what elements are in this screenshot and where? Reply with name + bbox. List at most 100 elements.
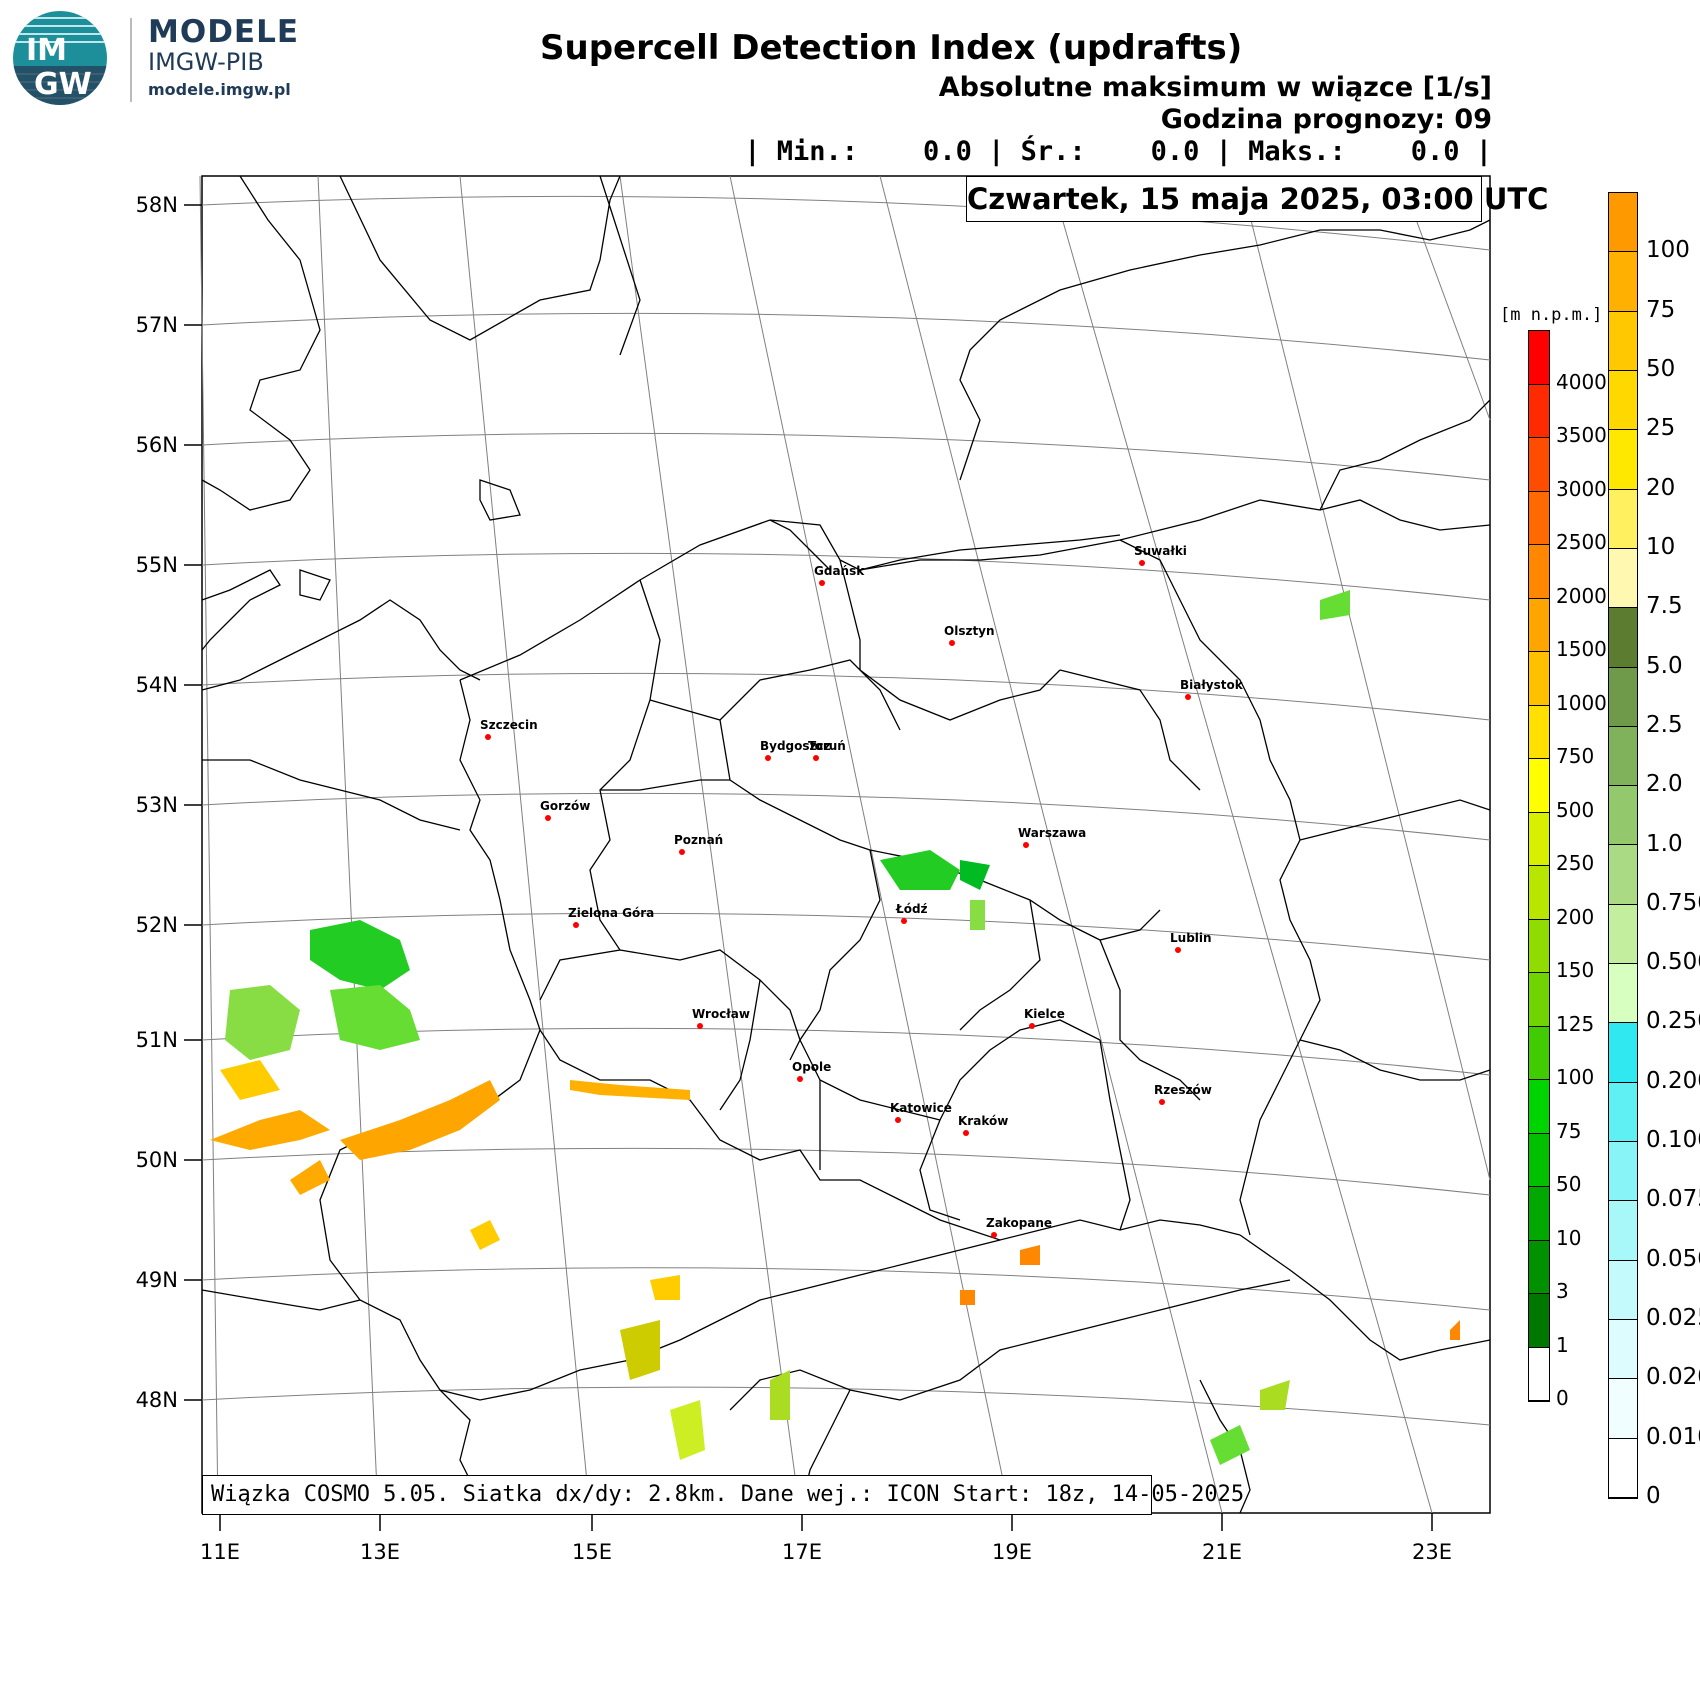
colorbar-swatch	[1609, 667, 1637, 727]
city-markers: Gdańsk Suwałki Olsztyn Białystok Szczecin Byd…	[480, 544, 1244, 1238]
colorbar-label: 125	[1556, 1011, 1595, 1036]
lon-label: 17E	[782, 1540, 822, 1564]
city-dot	[819, 580, 825, 586]
colorbar-label: 0.010	[1646, 1423, 1700, 1450]
colorbar-label: 750	[1556, 744, 1595, 768]
colorbar-swatch	[1609, 430, 1637, 490]
colorbar-swatch	[1609, 1319, 1637, 1380]
city-dot	[1023, 842, 1029, 848]
colorbar-swatch	[1529, 866, 1549, 920]
city-dot	[797, 1076, 803, 1082]
colorbar-swatch	[1609, 548, 1637, 609]
date-box: Czwartek, 15 maja 2025, 03:00 UTC	[966, 176, 1548, 222]
colorbar-label: 0.100	[1646, 1127, 1700, 1154]
colorbar-label: 50	[1646, 355, 1676, 382]
colorbar-label: 0	[1646, 1483, 1661, 1509]
city-label: Kielce	[1024, 1007, 1065, 1021]
lon-label: 23E	[1412, 1540, 1452, 1564]
colorbar-swatch	[1529, 545, 1549, 599]
city-label: Gdańsk	[814, 564, 865, 578]
colorbar-swatch	[1609, 252, 1637, 312]
city-label: Toruń	[808, 739, 846, 753]
colorbar-label: 0.025	[1646, 1305, 1700, 1332]
city-label: Wrocław	[692, 1007, 750, 1021]
colorbar-label: 75	[1646, 296, 1676, 323]
logo-line1: MODELE	[148, 14, 300, 50]
colorbar-label: 2000	[1556, 583, 1607, 608]
model-info-footer: Wiązka COSMO 5.05. Siatka dx/dy: 2.8km. …	[202, 1475, 1244, 1515]
logo-mark-top: IM	[26, 33, 67, 68]
colorbar-label: 10	[1646, 533, 1676, 560]
colorbar-swatch	[1609, 786, 1637, 846]
city-dot	[991, 1232, 997, 1238]
colorbar-label: 2500	[1556, 530, 1607, 554]
colorbar-label: 75	[1556, 1118, 1582, 1143]
city-dot	[573, 922, 579, 928]
city-label: Białystok	[1180, 678, 1244, 692]
city-label: Olsztyn	[944, 624, 995, 638]
colorbar-label: 1	[1556, 1332, 1569, 1357]
colorbar-label: 0.020	[1646, 1364, 1700, 1391]
colorbar-swatch	[1609, 1142, 1637, 1202]
colorbar-label: 100	[1556, 1065, 1595, 1089]
lat-label: 48N	[135, 1388, 178, 1412]
city-dot	[1159, 1099, 1165, 1105]
colorbar-swatch	[1529, 598, 1549, 652]
colorbar-swatch	[1529, 973, 1549, 1027]
colorbar-swatch	[1609, 1438, 1637, 1498]
lat-label: 57N	[135, 313, 178, 337]
colorbar-label: 0.050	[1646, 1245, 1700, 1272]
colorbar-label: 200	[1556, 904, 1595, 929]
city-dot	[895, 1117, 901, 1123]
colorbar-swatch	[1529, 1240, 1549, 1294]
city-label: Zakopane	[986, 1216, 1052, 1230]
city-label: Łódź	[895, 902, 928, 916]
colorbar-swatch	[1529, 652, 1549, 706]
city-dot	[1175, 947, 1181, 953]
colorbar-swatch	[1529, 1026, 1549, 1080]
logo-mark: IM GW	[13, 11, 107, 105]
lon-label: 11E	[200, 1540, 240, 1564]
city-dot	[1139, 560, 1145, 566]
colorbar-label: 20	[1646, 474, 1676, 501]
colorbar-swatch	[1609, 1379, 1637, 1439]
city-label: Gorzów	[540, 799, 590, 813]
graticule	[199, 175, 1491, 1514]
city-label: Zielona Góra	[568, 906, 654, 920]
colorbar-swatch	[1609, 1082, 1637, 1142]
map-title: Supercell Detection Index (updrafts)	[540, 28, 1243, 68]
colorbar-swatch	[1529, 919, 1549, 973]
city-dot	[697, 1023, 703, 1029]
terrain-colorbar	[1528, 330, 1550, 1402]
city-dot	[765, 755, 771, 761]
imgw-logo: IM GW	[12, 10, 108, 106]
city-label: Suwałki	[1134, 544, 1187, 558]
colorbar-swatch	[1529, 384, 1549, 438]
logo-line3: modele.imgw.pl	[148, 80, 291, 99]
lat-label: 55N	[135, 553, 178, 577]
colorbar-label: 50	[1556, 1172, 1582, 1196]
colorbar-label: 100	[1646, 237, 1690, 264]
lat-label: 49N	[135, 1268, 178, 1292]
city-dot	[813, 755, 819, 761]
colorbar-swatch	[1609, 845, 1637, 905]
colorbar-swatch	[1609, 1023, 1637, 1083]
colorbar-label: 25	[1646, 415, 1676, 442]
colorbar-label: 500	[1556, 797, 1595, 822]
city-label: Warszawa	[1018, 826, 1086, 840]
colorbar-swatch	[1529, 331, 1549, 385]
logo-divider	[130, 18, 132, 102]
lon-label: 13E	[360, 1540, 400, 1564]
map-frame	[201, 175, 1491, 1514]
terrain-unit-label: [m n.p.m.]	[1500, 305, 1603, 325]
city-dot	[963, 1130, 969, 1136]
colorbar-label: 0.500	[1646, 949, 1700, 976]
colorbar-label: 0.075	[1646, 1186, 1700, 1213]
city-dot	[1185, 694, 1191, 700]
colorbar-label: 10	[1556, 1225, 1582, 1250]
forecast-hour: Godzina prognozy: 09	[1160, 104, 1492, 135]
colorbar-swatch	[1609, 1260, 1637, 1320]
colorbar-label: 7.5	[1646, 593, 1683, 620]
colorbar-swatch	[1609, 1201, 1637, 1261]
